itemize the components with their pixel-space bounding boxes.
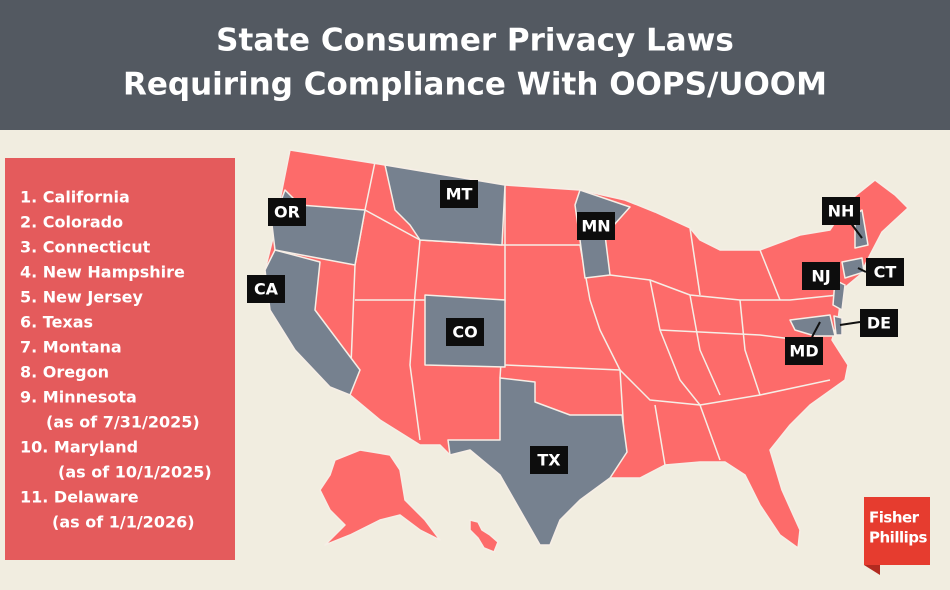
list-item: 11. Delaware (20, 488, 139, 507)
state-borders (349, 161, 839, 466)
label-box (577, 212, 615, 240)
list-note: (as of 1/1/2026) (52, 513, 195, 532)
label-box (802, 262, 840, 290)
label-box (440, 180, 478, 208)
state-label: NH (828, 202, 855, 221)
list-item: 7. Montana (20, 338, 122, 357)
state-label: TX (537, 451, 561, 470)
lower-48 (264, 149, 909, 549)
state-labels: OR MT MN NH CA NJ CT CO DE MD TX (247, 180, 904, 474)
label-box (866, 258, 904, 286)
list-note: (as of 10/1/2025) (58, 463, 212, 482)
label-box (268, 198, 306, 226)
header-bar (0, 0, 950, 130)
list-item: 8. Oregon (20, 363, 109, 382)
list-item: 3. Connecticut (20, 238, 151, 257)
state-de (833, 315, 843, 336)
state-label: MD (789, 342, 818, 361)
state-label: DE (867, 314, 891, 333)
hawaii (469, 519, 499, 553)
list-item: 1. California (20, 188, 130, 207)
logo-tab (864, 565, 880, 575)
state-label: CT (874, 263, 897, 282)
list-panel (5, 158, 235, 560)
state-label: CO (452, 323, 477, 342)
list-item: 6. Texas (20, 313, 93, 332)
state-label: NJ (811, 267, 830, 286)
list-item: 2. Colorado (20, 213, 123, 232)
logo-box (864, 497, 930, 565)
list-note: (as of 7/31/2025) (46, 413, 200, 432)
state-label: MN (581, 217, 610, 236)
logo-text: Phillips (869, 529, 927, 547)
list-item: 5. New Jersey (20, 288, 143, 307)
state-md (789, 314, 836, 337)
list-item: 4. New Hampshire (20, 263, 185, 282)
label-box (446, 318, 484, 346)
label-box (860, 309, 898, 337)
state-label: CA (254, 280, 279, 299)
label-box (822, 197, 860, 225)
label-box (247, 275, 285, 303)
logo-text: Fisher (869, 509, 920, 527)
state-list: 1. California 2. Colorado 3. Connecticut 4.… (20, 188, 212, 532)
list-item: 9. Minnesota (20, 388, 137, 407)
label-box (785, 337, 823, 365)
label-box (530, 446, 568, 474)
alaska (319, 449, 441, 546)
title-line: Requiring Compliance With OOPS/UOOM (123, 67, 827, 103)
state-label: MT (446, 185, 473, 204)
list-item: 10. Maryland (20, 438, 138, 457)
title-line: State Consumer Privacy Laws (216, 23, 734, 59)
state-label: OR (274, 203, 300, 222)
